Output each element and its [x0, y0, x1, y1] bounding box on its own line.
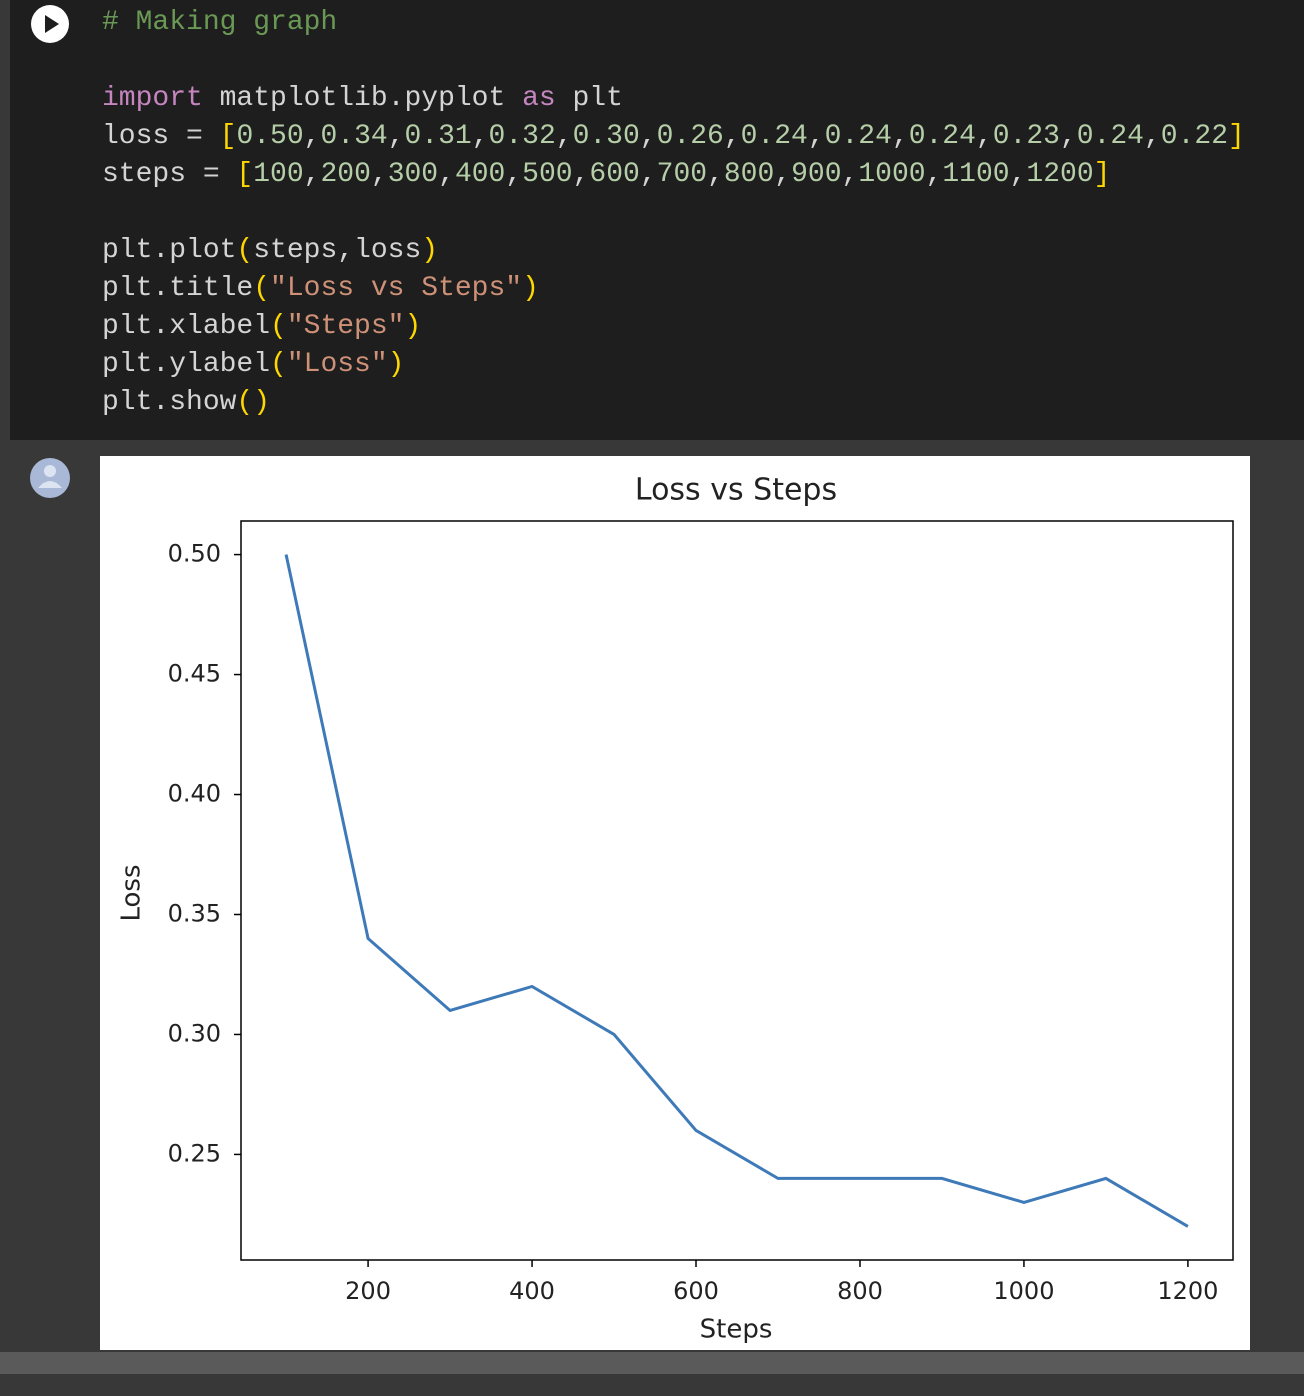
y-tick-label: 0.45 [168, 660, 221, 688]
x-tick-label: 1200 [1157, 1277, 1218, 1305]
x-tick-label: 600 [673, 1277, 719, 1305]
plot-frame [240, 520, 1234, 1261]
output-area [100, 456, 1250, 1350]
chart-title: Loss vs Steps [635, 473, 837, 508]
code-line: plt.show() [102, 387, 270, 418]
code-line: # Making graph [102, 7, 337, 38]
x-tick-label: 1000 [993, 1277, 1054, 1305]
code-cell [10, 0, 1304, 440]
code-line: plt.xlabel("Steps") [102, 311, 421, 342]
run-icon [45, 15, 59, 33]
y-tick-label: 0.35 [168, 899, 221, 927]
scrollbar[interactable] [0, 1352, 1304, 1374]
code-line: loss = [0.50,0.34,0.31,0.32,0.30,0.26,0.… [102, 121, 1245, 152]
code-line: steps = [100,200,300,400,500,600,700,800… [102, 159, 1110, 190]
y-tick-label: 0.40 [168, 780, 221, 808]
x-tick-label: 200 [345, 1277, 391, 1305]
code-line: plt.ylabel("Loss") [102, 349, 404, 380]
data-line [284, 554, 1189, 1228]
y-tick-label: 0.25 [168, 1139, 221, 1167]
x-tick-label: 800 [837, 1277, 883, 1305]
code-line: import matplotlib.pyplot as plt [102, 83, 623, 114]
avatar-head [44, 465, 56, 477]
y-tick-label: 0.30 [168, 1019, 221, 1047]
avatar-body [38, 481, 62, 488]
y-tick-label: 0.50 [168, 540, 221, 568]
code-line: plt.title("Loss vs Steps") [102, 273, 539, 304]
code-line: plt.plot(steps,loss) [102, 235, 438, 266]
x-tick-label: 400 [509, 1277, 555, 1305]
output-avatar [30, 458, 70, 498]
x-axis-label: Steps [700, 1315, 773, 1345]
y-axis-label: Loss [117, 864, 147, 921]
